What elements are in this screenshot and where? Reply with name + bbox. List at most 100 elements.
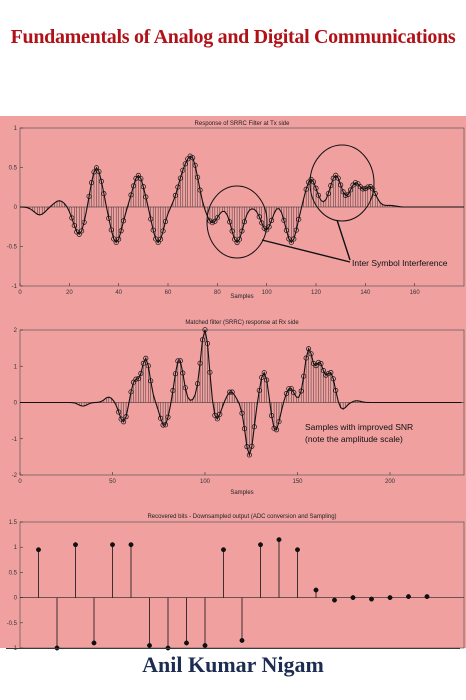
- plot1-sample-marker: [150, 227, 156, 233]
- plot2-sample-marker: [140, 360, 146, 366]
- plot1-sample-marker: [303, 186, 309, 192]
- plot2-sample-marker: [264, 377, 270, 383]
- plot1-sample-marker: [281, 217, 287, 223]
- plot1-sample-marker: [232, 236, 238, 242]
- book-author: Anil Kumar Nigam: [142, 652, 324, 677]
- plot2-sample-marker: [202, 327, 208, 333]
- plot2-sample-marker: [325, 371, 331, 377]
- plot2-waveform: [20, 329, 462, 457]
- plot1-ytick-label: 0: [14, 205, 18, 211]
- plot1-sample-marker: [343, 192, 349, 198]
- plot2-sample-marker: [207, 369, 213, 375]
- plot2-sample-marker: [301, 373, 307, 379]
- plot2-sample-marker: [249, 443, 255, 449]
- plot3-bit-marker: [110, 542, 115, 548]
- plot3-ytick-label: 1.5: [9, 520, 18, 526]
- plot1-sample-marker: [155, 239, 161, 246]
- plot1-sample-marker: [121, 218, 127, 224]
- plot2-sample-marker: [244, 444, 250, 450]
- plot2-sample-marker: [328, 370, 334, 376]
- plot1-sample-marker: [291, 236, 297, 242]
- plot1-sample-marker: [162, 218, 169, 225]
- plot2-sample-marker: [259, 374, 265, 380]
- isi-circle-left: [206, 185, 268, 259]
- plot1-sample-marker: [113, 239, 119, 246]
- plot3-ytick-label: 0.5: [9, 570, 18, 576]
- plot1-ytick-label: -1: [12, 284, 18, 290]
- plot1-sample-marker: [192, 162, 198, 168]
- plot1-xtick-label: 60: [165, 290, 172, 296]
- plot1-sample-marker: [286, 236, 292, 242]
- plot3-bit-marker: [36, 547, 41, 553]
- plot2-xlabel: Samples: [230, 490, 253, 496]
- plot1-sample-marker: [98, 178, 104, 184]
- plot1-sample-marker: [172, 192, 178, 199]
- plot2-title: Matched filter (SRRC) response at Rx sid…: [185, 320, 299, 326]
- plot2-sample-marker: [160, 422, 166, 428]
- plot2-sample-marker: [158, 415, 164, 421]
- plot1-sample-marker: [310, 179, 317, 185]
- plot1-ytick-label: 0.5: [9, 166, 18, 172]
- plot3-bit-marker: [258, 542, 263, 548]
- plot1-sample-marker: [71, 222, 77, 229]
- plot1-sample-marker: [190, 155, 196, 161]
- plot2-sample-marker: [217, 411, 223, 417]
- plot1-sample-marker: [293, 227, 299, 233]
- plot1-xtick-label: 100: [262, 290, 273, 296]
- plot1-sample-marker: [340, 189, 346, 195]
- plot-recovered-bits: Recovered bits - Downsampled output (ADC…: [7, 514, 465, 652]
- plot2-sample-marker: [145, 363, 151, 369]
- plot2-sample-marker: [313, 363, 319, 369]
- plot1-sample-marker: [234, 240, 240, 246]
- plot-tx-srrc: Response of SRRC Filter at Tx side Sampl…: [7, 121, 465, 300]
- plot1-sample-marker: [88, 180, 95, 186]
- plot3-bit-marker: [91, 640, 97, 646]
- plot2-sample-marker: [128, 389, 134, 395]
- plot2-sample-marker: [138, 370, 144, 376]
- plot1-xlabel: Samples: [230, 294, 253, 300]
- plot1-sample-marker: [269, 217, 275, 223]
- plot1-sample-marker: [143, 194, 149, 200]
- plot2-sample-marker: [323, 372, 329, 378]
- plot1-sample-marker: [153, 236, 159, 242]
- plot1-sample-marker: [177, 175, 183, 181]
- plot1-sample-marker: [101, 191, 107, 197]
- plot3-bit-marker: [128, 542, 134, 548]
- plot1-sample-marker: [325, 191, 331, 197]
- plot2-ytick-label: -1: [12, 437, 18, 443]
- plot1-xtick-label: 160: [410, 290, 421, 296]
- plot1-sample-marker: [214, 215, 220, 221]
- plot2-sample-marker: [241, 426, 248, 432]
- snr-annotation-line2: (note the amplitude scale): [305, 434, 403, 444]
- plot1-sample-marker: [328, 183, 334, 189]
- plot2-sample-marker: [333, 387, 339, 393]
- plot1-sample-marker: [330, 175, 336, 181]
- plot1-xtick-label: 40: [115, 290, 122, 296]
- plot3-bit-marker: [313, 587, 319, 593]
- plot-rx-matched: Matched filter (SRRC) response at Rx sid…: [12, 320, 465, 496]
- plot3-bit-marker: [239, 637, 245, 643]
- plot2-sample-marker: [246, 452, 252, 458]
- plot3-title: Recovered bits - Downsampled output (ADC…: [147, 514, 336, 520]
- plot3-bit-marker: [369, 596, 374, 602]
- plot2-sample-marker: [195, 381, 201, 387]
- plot2-sample-marker: [276, 419, 282, 425]
- plot1-sample-marker: [236, 236, 243, 242]
- plot1-sample-marker: [315, 192, 322, 198]
- plot1-sample-marker: [335, 175, 341, 181]
- plot2-sample-marker: [256, 387, 262, 393]
- plot2-sample-marker: [286, 386, 292, 392]
- isi-arrow-right: [336, 219, 351, 261]
- plot3-bit-marker: [424, 594, 430, 600]
- plot3-bit-marker: [202, 643, 208, 648]
- plot2-sample-marker: [315, 359, 322, 365]
- plot2-sample-marker: [251, 424, 257, 430]
- plot1-xtick-label: 0: [18, 290, 22, 296]
- plot1-sample-marker: [86, 193, 92, 199]
- plot2-sample-marker: [197, 360, 203, 366]
- plot2-ytick-label: 2: [14, 328, 18, 334]
- plot2-xtick-label: 200: [385, 479, 396, 485]
- plot1-sample-marker: [195, 174, 201, 180]
- plot3-bit-marker: [406, 594, 411, 600]
- plot2-sample-marker: [271, 425, 277, 431]
